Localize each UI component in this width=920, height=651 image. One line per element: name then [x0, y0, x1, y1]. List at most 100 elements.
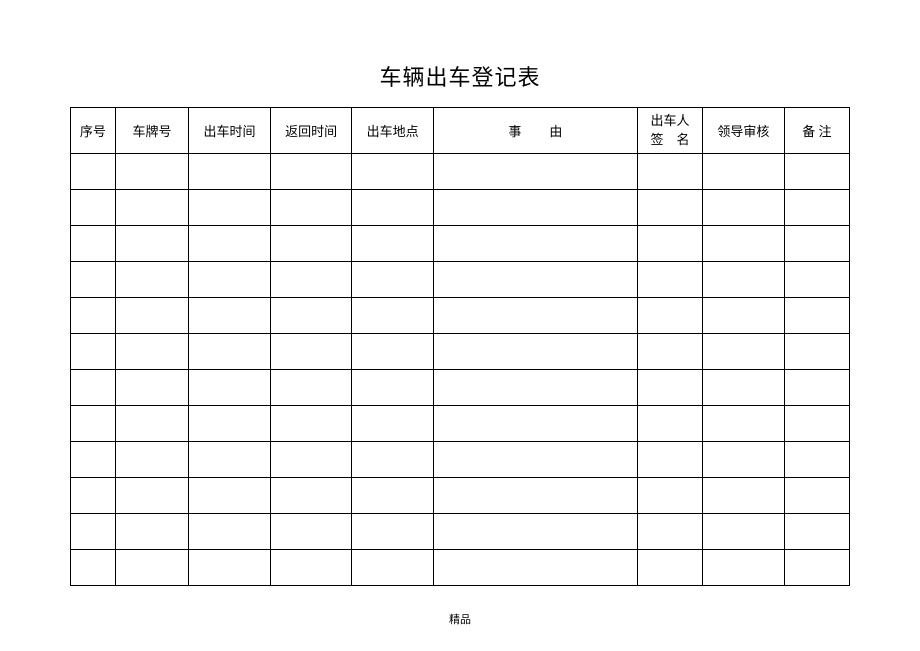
document-container: 车辆出车登记表 序号 车牌号 出车时间 返回时间 出车地点 事由 出车人 签 名…	[0, 0, 920, 627]
table-cell	[270, 514, 352, 550]
table-cell	[433, 154, 637, 190]
table-cell	[784, 370, 849, 406]
header-departure-location: 出车地点	[352, 108, 434, 154]
table-cell	[352, 334, 434, 370]
table-cell	[637, 190, 702, 226]
table-cell	[637, 514, 702, 550]
table-header-row: 序号 车牌号 出车时间 返回时间 出车地点 事由 出车人 签 名 领导审核 备 …	[71, 108, 850, 154]
table-cell	[115, 334, 188, 370]
table-cell	[71, 262, 116, 298]
table-cell	[189, 406, 271, 442]
header-serial-number: 序号	[71, 108, 116, 154]
table-cell	[115, 298, 188, 334]
table-cell	[71, 190, 116, 226]
table-cell	[270, 154, 352, 190]
header-leader-review: 领导审核	[703, 108, 785, 154]
table-cell	[189, 226, 271, 262]
table-cell	[115, 550, 188, 586]
table-cell	[433, 190, 637, 226]
table-cell	[433, 262, 637, 298]
table-cell	[115, 262, 188, 298]
table-cell	[352, 226, 434, 262]
table-cell	[270, 190, 352, 226]
table-cell	[352, 262, 434, 298]
table-cell	[784, 154, 849, 190]
table-body	[71, 154, 850, 586]
table-cell	[352, 154, 434, 190]
table-cell	[637, 334, 702, 370]
table-cell	[189, 298, 271, 334]
table-row	[71, 478, 850, 514]
table-cell	[71, 478, 116, 514]
table-cell	[784, 514, 849, 550]
table-cell	[189, 334, 271, 370]
table-cell	[71, 298, 116, 334]
table-cell	[637, 442, 702, 478]
table-cell	[703, 442, 785, 478]
header-driver-signature: 出车人 签 名	[637, 108, 702, 154]
table-cell	[703, 190, 785, 226]
table-cell	[433, 406, 637, 442]
table-cell	[352, 370, 434, 406]
table-cell	[189, 442, 271, 478]
table-cell	[433, 370, 637, 406]
table-cell	[270, 226, 352, 262]
table-cell	[71, 442, 116, 478]
table-cell	[703, 550, 785, 586]
table-cell	[433, 226, 637, 262]
page-title: 车辆出车登记表	[70, 60, 850, 92]
table-cell	[352, 406, 434, 442]
table-row	[71, 334, 850, 370]
table-cell	[115, 514, 188, 550]
table-cell	[270, 262, 352, 298]
table-cell	[71, 370, 116, 406]
table-cell	[703, 226, 785, 262]
table-cell	[189, 514, 271, 550]
table-cell	[637, 406, 702, 442]
table-row	[71, 370, 850, 406]
table-cell	[703, 478, 785, 514]
table-cell	[703, 514, 785, 550]
table-cell	[189, 478, 271, 514]
table-cell	[115, 154, 188, 190]
table-cell	[189, 190, 271, 226]
table-cell	[637, 478, 702, 514]
table-cell	[703, 298, 785, 334]
header-driver-line2: 签 名	[651, 132, 690, 147]
table-cell	[115, 406, 188, 442]
table-cell	[703, 154, 785, 190]
table-cell	[784, 190, 849, 226]
table-cell	[115, 370, 188, 406]
table-cell	[71, 226, 116, 262]
table-cell	[784, 334, 849, 370]
table-cell	[270, 478, 352, 514]
table-cell	[115, 190, 188, 226]
table-cell	[270, 406, 352, 442]
table-row	[71, 154, 850, 190]
table-row	[71, 442, 850, 478]
table-cell	[784, 262, 849, 298]
table-cell	[115, 478, 188, 514]
table-cell	[433, 442, 637, 478]
table-cell	[637, 370, 702, 406]
table-cell	[270, 442, 352, 478]
table-cell	[115, 442, 188, 478]
table-cell	[71, 154, 116, 190]
table-cell	[784, 442, 849, 478]
table-cell	[71, 334, 116, 370]
table-cell	[189, 154, 271, 190]
table-cell	[784, 550, 849, 586]
table-cell	[270, 334, 352, 370]
table-cell	[352, 190, 434, 226]
header-plate-number: 车牌号	[115, 108, 188, 154]
table-row	[71, 514, 850, 550]
table-row	[71, 406, 850, 442]
table-cell	[115, 226, 188, 262]
table-cell	[71, 550, 116, 586]
table-cell	[784, 478, 849, 514]
table-cell	[352, 298, 434, 334]
table-cell	[637, 154, 702, 190]
table-cell	[352, 514, 434, 550]
table-cell	[433, 478, 637, 514]
table-cell	[637, 226, 702, 262]
